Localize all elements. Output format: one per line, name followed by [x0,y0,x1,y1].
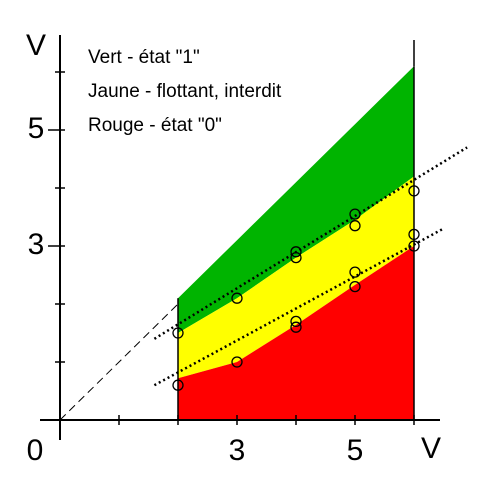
data-point [349,220,361,232]
data-point [349,208,361,220]
data-point [408,185,420,197]
data-point [290,315,302,328]
diagonal [59,303,179,421]
x-tick-label: 0 [27,434,44,467]
band [178,176,414,379]
data-point [349,266,361,278]
data-point [408,228,420,241]
data-point [231,292,243,304]
data-point [408,240,420,252]
data-point [290,251,302,264]
x-axis-label: V [421,432,441,465]
x-tick-label: 5 [347,434,364,467]
legend-entry: Jaune - flottant, interdit [88,81,282,102]
band [178,66,414,333]
fit-line [153,146,468,340]
data-point [290,321,302,333]
y-tick-label: 5 [28,112,45,145]
y-axis-label: V [26,29,46,62]
data-point [349,280,361,293]
data-point [172,379,184,391]
band [178,246,414,420]
y-tick-label: 3 [28,228,45,261]
data-point [290,246,302,258]
x-tick-label: 3 [229,434,246,467]
data-point [231,356,243,368]
data-point [172,327,184,339]
legend-entry: Vert - état "1" [88,47,200,68]
legend-entry: Rouge - état "0" [88,115,222,136]
